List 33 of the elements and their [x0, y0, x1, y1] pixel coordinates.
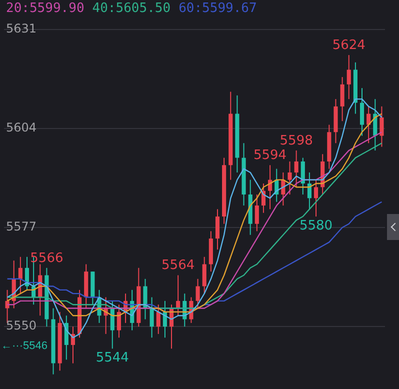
annotation: 5624 [332, 38, 366, 53]
text: 60:5599.67 [178, 0, 257, 18]
candlestick [202, 256, 206, 294]
candlestick [380, 106, 384, 148]
candlestick [143, 278, 148, 320]
candlestick [288, 160, 292, 195]
candlestick [150, 296, 154, 338]
annotation: 5544 [96, 350, 129, 366]
candlestick [254, 194, 259, 232]
candlestick [314, 179, 318, 218]
candlestick [110, 300, 114, 350]
candlestick [116, 304, 121, 338]
candlestick [215, 208, 220, 250]
annotation: 5598 [280, 133, 313, 148]
y-tick-label: 5577 [6, 220, 37, 234]
candlestick [360, 88, 364, 136]
candlestick [196, 278, 200, 309]
y-tick-label: 5631 [6, 21, 37, 36]
text: 40:5605.50 [92, 0, 171, 18]
y-tick-label: 5550 [6, 318, 37, 333]
candlestick [346, 54, 351, 100]
candlestick [18, 256, 22, 294]
annotation: 5580 [299, 218, 333, 234]
y-tick-label: 5604 [6, 120, 37, 135]
annotation: ←···5546 [1, 340, 48, 352]
annotation: 5594 [253, 148, 287, 164]
candlestick [294, 150, 298, 188]
text: 20:5599.90 [6, 0, 84, 18]
candlestick [340, 76, 344, 122]
candlestick [156, 304, 160, 334]
annotation: 5566 [30, 250, 64, 266]
candlestick [300, 157, 305, 195]
annotation: 5564 [162, 258, 195, 274]
